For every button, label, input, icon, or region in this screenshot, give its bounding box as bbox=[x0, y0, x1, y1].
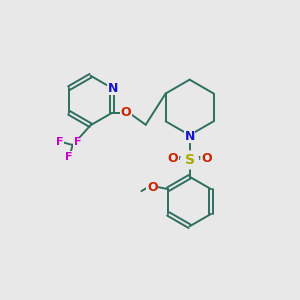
Text: F: F bbox=[56, 137, 64, 147]
Text: N: N bbox=[108, 82, 118, 94]
Circle shape bbox=[181, 151, 199, 169]
Text: F: F bbox=[74, 137, 81, 147]
Text: F: F bbox=[65, 152, 73, 162]
Text: S: S bbox=[184, 153, 195, 167]
Text: O: O bbox=[167, 152, 178, 165]
Text: O: O bbox=[121, 106, 131, 119]
Text: O: O bbox=[147, 181, 158, 194]
Text: N: N bbox=[184, 130, 195, 142]
Text: O: O bbox=[201, 152, 212, 165]
